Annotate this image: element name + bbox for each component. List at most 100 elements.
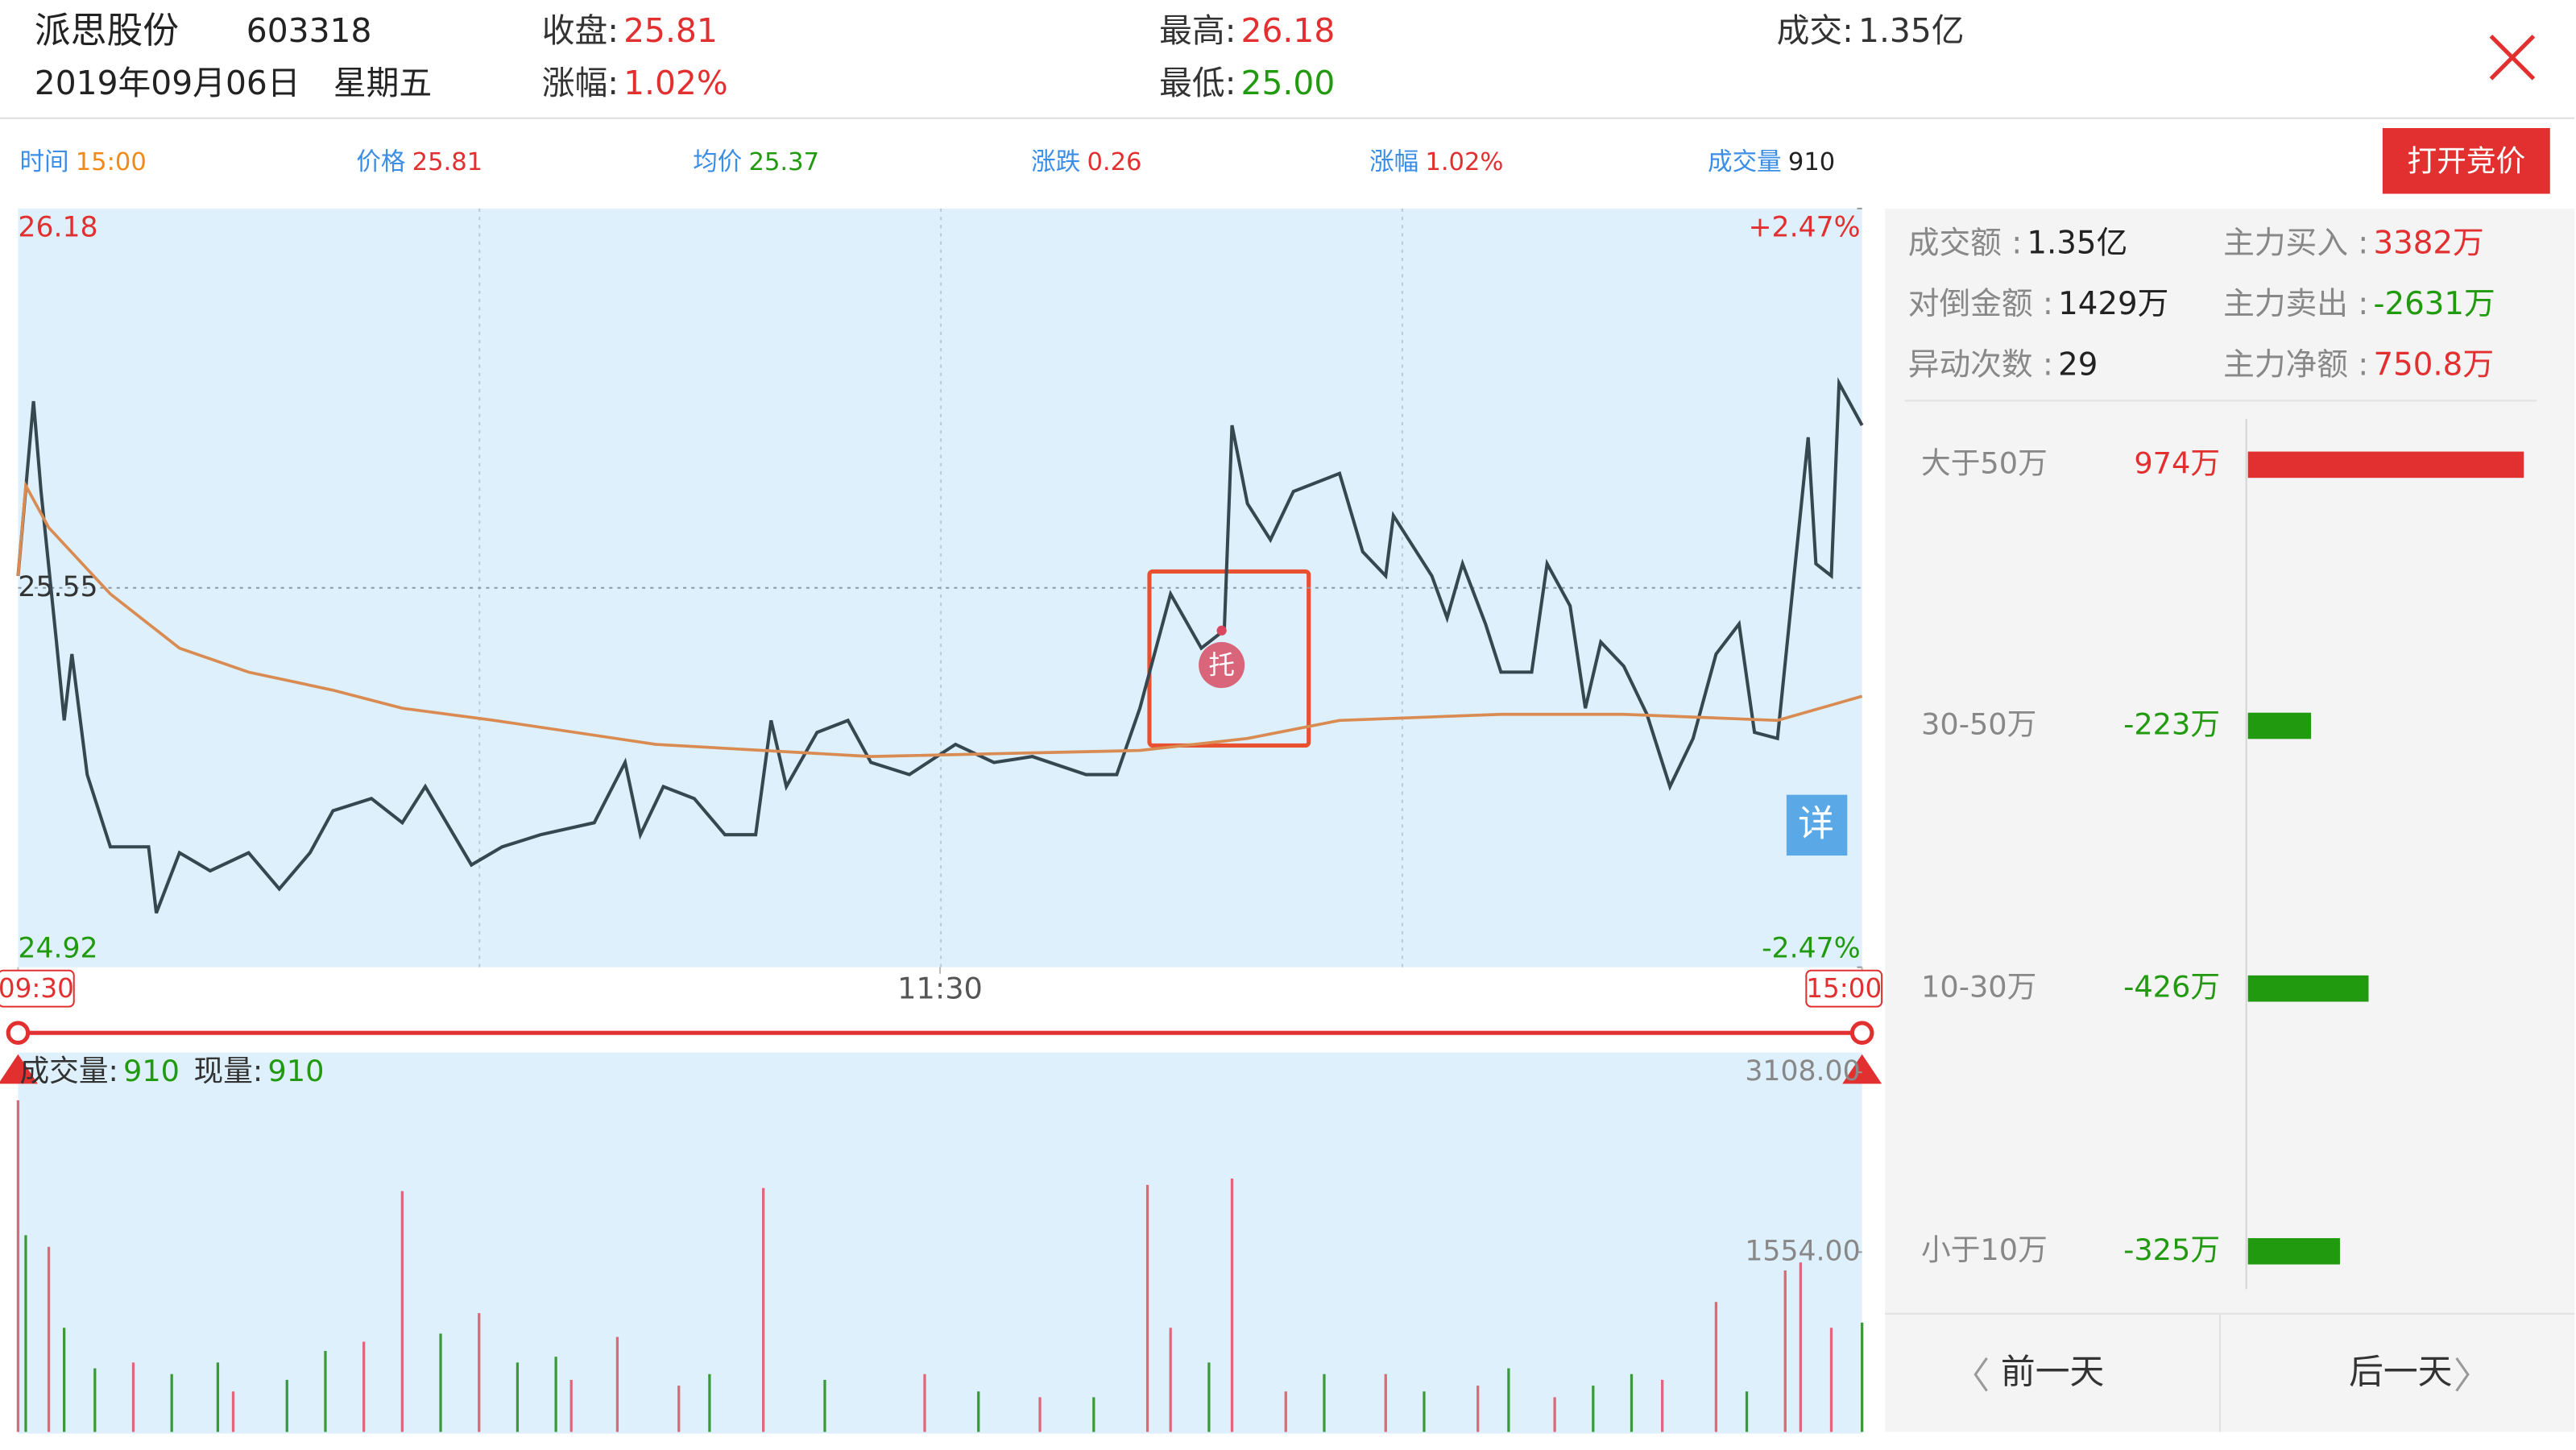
volume-bar [1592,1386,1595,1432]
flow-category: 10-30万 [1921,970,2036,1005]
stat-item-label: 主力净额 : [2223,346,2368,383]
info-item-label: 成交量 [1708,147,1782,176]
stat-item-value: -2631万 [2373,286,2495,322]
y2-tick-label: +2.47% [1749,211,1861,243]
volume-bar [285,1379,288,1432]
header-field-label: 成交: [1777,11,1853,50]
y-tick-label: 25.55 [18,571,97,603]
detail-button-label[interactable]: 详 [1798,802,1834,844]
stat-item: 主力买入 :3382万 [2223,225,2484,261]
info-item-value: 25.37 [749,147,819,176]
volume-bar [923,1373,926,1432]
slider-handle[interactable] [6,1021,31,1045]
detail-button[interactable] [1786,794,1848,856]
info-item: 涨跌 0.26 [1031,147,1141,176]
date: 2019年09月06日 [35,64,300,102]
info-item-value: 0.26 [1087,147,1141,176]
volume-bar [1630,1373,1634,1432]
volume-bar [231,1391,235,1432]
flow-bar [2247,1238,2340,1265]
volume-bar [400,1191,404,1432]
volume-bar [1230,1179,1234,1432]
volume-bar [1323,1373,1326,1432]
volume-bar [1861,1322,1864,1432]
header-field: 涨幅: 1.02% [542,64,728,102]
volume-bar [439,1333,442,1432]
stat-item-label: 成交额 : [1908,225,2023,261]
annotation-label: 托 [1208,650,1235,681]
header-field-value: 26.18 [1241,11,1336,50]
volume-bar [170,1373,173,1432]
x-tick-box [0,969,75,1008]
volume-bar [1169,1328,1172,1432]
info-item: 均价 25.37 [693,147,819,176]
slider-handle[interactable] [1849,1021,1874,1045]
flow-category: 30-50万 [1921,707,2036,742]
next-day-button[interactable]: 后一天 [2349,1353,2452,1393]
volume-bar [93,1368,97,1432]
flow-bar [2247,451,2524,478]
header-field-value: 1.35亿 [1858,11,1965,50]
header-field-label: 最低: [1159,64,1236,102]
auction-button-label[interactable]: 打开竞价 [2407,143,2525,178]
info-item-value: 1.02% [1425,147,1503,176]
volume-bar [762,1187,765,1432]
volume-bar [324,1351,327,1432]
volume-bar [1384,1373,1387,1432]
info-item-label: 均价 [693,147,742,176]
info-item-label: 价格 [356,147,405,176]
flow-value-label: -223万 [2123,707,2220,742]
volume-bar [63,1328,66,1432]
volume-bar [1507,1368,1510,1432]
stat-item-value: 1.35亿 [2027,225,2127,261]
info-item: 时间 15:00 [19,147,146,176]
header-field: 收盘: 25.81 [542,11,718,50]
info-item-label: 涨幅 [1369,147,1418,176]
stat-item: 主力净额 :750.8万 [2223,346,2494,383]
volume-bar [1038,1397,1042,1432]
flow-value-label: -325万 [2123,1232,2220,1267]
y-tick-label: 24.92 [18,932,97,964]
volume-bar [1714,1302,1718,1432]
volume-bar [1207,1362,1211,1432]
header-field-value: 1.02% [623,64,728,102]
weekday: 星期五 [333,64,432,102]
volume-bar [677,1386,681,1432]
header-field: 最高: 26.18 [1159,11,1335,50]
flow-bar [2247,975,2369,1002]
price-line [16,480,1863,758]
header-field-label: 最高: [1159,11,1236,50]
highlight-box [1147,569,1311,748]
y-tick-label: 3108.00 [1745,1055,1860,1088]
info-item-label: 涨跌 [1031,147,1080,176]
flow-value-label: 974万 [2134,445,2220,480]
volume-bar [708,1373,711,1432]
volume-bar [1423,1391,1426,1432]
volume-plot [18,1052,1862,1434]
volume-bar [1661,1379,1664,1432]
flow-category: 小于10万 [1921,1232,2048,1267]
next-chevron[interactable] [2455,1357,2470,1392]
volume-bar [362,1341,366,1432]
header-field-value: 25.81 [623,11,718,50]
volume-bar [554,1357,557,1432]
info-item-value: 910 [1788,147,1835,176]
x-tick-label: 11:30 [897,972,983,1006]
volume-bar [615,1336,619,1432]
close-button[interactable] [2489,35,2536,81]
prev-day-button[interactable]: 前一天 [2001,1353,2104,1393]
auction-button[interactable] [2382,128,2550,194]
info-item-label: 时间 [19,147,68,176]
stat-item: 异动次数 :29 [1908,346,2098,383]
slider-marker [0,1054,38,1084]
side-panel [1885,208,2575,1432]
volume-bar [516,1362,520,1432]
header-field-label: 收盘: [542,11,619,50]
flow-category: 大于50万 [1921,445,2048,480]
stat-item-value: 750.8万 [2373,346,2494,383]
info-item: 价格 25.81 [356,147,482,176]
prev-chevron[interactable] [1973,1357,1988,1392]
